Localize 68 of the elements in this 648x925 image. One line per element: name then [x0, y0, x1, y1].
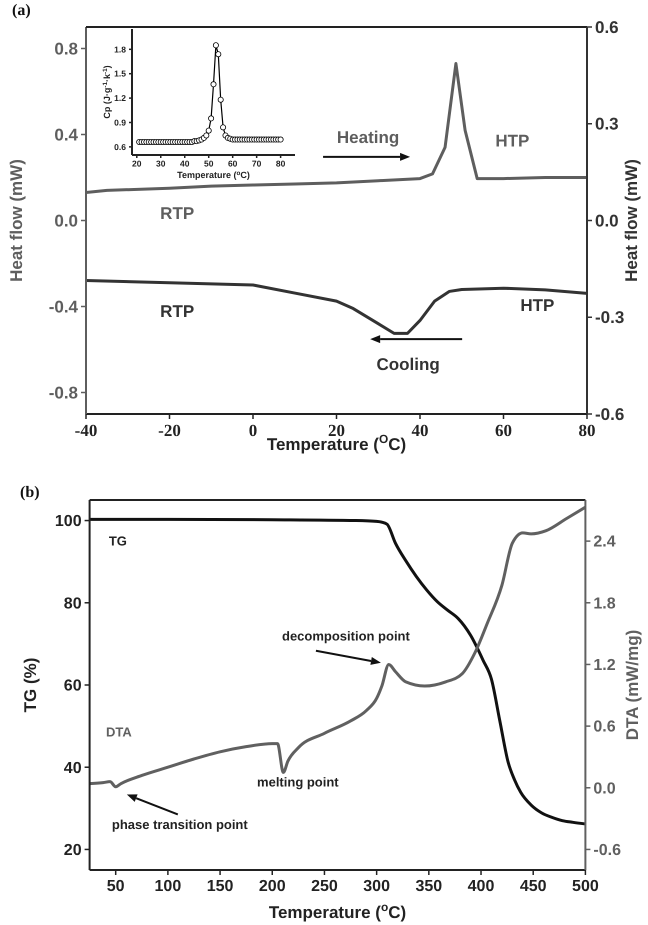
chart-title: (b) — [20, 484, 40, 501]
y-tick-label: 60 — [64, 678, 82, 695]
x-tick-label: 250 — [311, 878, 338, 895]
x-tick-label: 30 — [156, 158, 166, 168]
x-tick-label: 40 — [180, 158, 190, 168]
annotation: TG — [108, 534, 127, 549]
x-tick-label: 0 — [248, 421, 258, 440]
y2-axis-title: Heat flow (mW) — [622, 159, 641, 282]
annotation: Heating — [336, 128, 400, 147]
x-tick-label: 50 — [106, 878, 125, 895]
y-tick-label: 1.2 — [114, 93, 126, 104]
y2-tick-label: 1.8 — [593, 595, 616, 612]
y-tick-label: -0.8 — [48, 383, 78, 402]
chart-title: (a) — [12, 2, 31, 19]
x-tick-label: -40 — [74, 421, 98, 440]
y-tick-label: 100 — [54, 513, 82, 530]
y-tick-label: 0.0 — [54, 211, 78, 230]
x-tick-label: 450 — [520, 878, 547, 895]
y2-tick-label: 0.0 — [595, 211, 619, 230]
y2-axis-title: DTA (mW/mg) — [623, 630, 642, 740]
y-tick-label: 1.8 — [114, 44, 126, 54]
annotation: DTA — [106, 724, 132, 740]
y-tick-label: 0.6 — [114, 142, 126, 152]
y2-tick-label: 0.0 — [593, 780, 616, 798]
x-tick-label: 100 — [154, 878, 182, 895]
annotation: phase transition point — [112, 817, 248, 832]
annotation: HTP — [520, 296, 554, 315]
annotation: HTP — [495, 131, 530, 150]
x-axis-title: Temperature ($^{o}$C) — [268, 900, 406, 922]
annotation: melting point — [257, 774, 340, 790]
y2-tick-label: -0.3 — [595, 308, 624, 328]
annotation: RTP — [160, 302, 194, 322]
x-tick-label: 300 — [363, 878, 390, 895]
x-tick-label: 350 — [415, 878, 442, 895]
y-tick-label: 0.4 — [54, 125, 79, 144]
y-tick-label: -0.4 — [48, 297, 79, 316]
y2-tick-label: 0.6 — [593, 718, 616, 736]
y-tick-label: 20 — [64, 842, 82, 860]
x-tick-label: -20 — [158, 421, 181, 440]
y-axis-title: Heat flow (mW) — [7, 159, 26, 282]
y-tick-label: 0.9 — [114, 117, 126, 128]
x-tick-label: 150 — [206, 878, 234, 895]
x-tick-label: 200 — [258, 878, 286, 895]
y2-tick-label: 0.3 — [595, 114, 619, 134]
y-axis-title: TG (%) — [21, 658, 40, 712]
y-tick-label: 1.5 — [114, 68, 126, 79]
x-tick-label: 70 — [252, 158, 262, 168]
y2-tick-label: 0.6 — [595, 18, 619, 37]
x-tick-label: 80 — [276, 158, 286, 168]
x-tick-label: 80 — [578, 421, 596, 440]
y-tick-label: 80 — [64, 595, 82, 612]
y2-tick-label: -0.6 — [593, 842, 622, 860]
y-tick-label: 0.8 — [54, 39, 78, 58]
x-tick-label: 500 — [572, 878, 599, 895]
y2-tick-label: 1.2 — [593, 657, 616, 674]
x-tick-label: 50 — [204, 158, 214, 168]
x-tick-label: 60 — [495, 421, 512, 440]
x-tick-label: 400 — [468, 878, 494, 895]
x-axis-title: Temperature ($^{o}$C) — [177, 170, 250, 180]
y2-tick-label: -0.6 — [595, 404, 624, 424]
x-tick-label: 40 — [412, 421, 428, 440]
annotation: decomposition point — [282, 628, 411, 644]
y-tick-label: 40 — [64, 760, 82, 777]
annotation: RTP — [160, 204, 194, 224]
x-tick-label: 20 — [132, 158, 142, 168]
y2-tick-label: 2.4 — [593, 534, 616, 551]
x-tick-label: 60 — [228, 158, 238, 168]
annotation: Cooling — [376, 355, 440, 374]
